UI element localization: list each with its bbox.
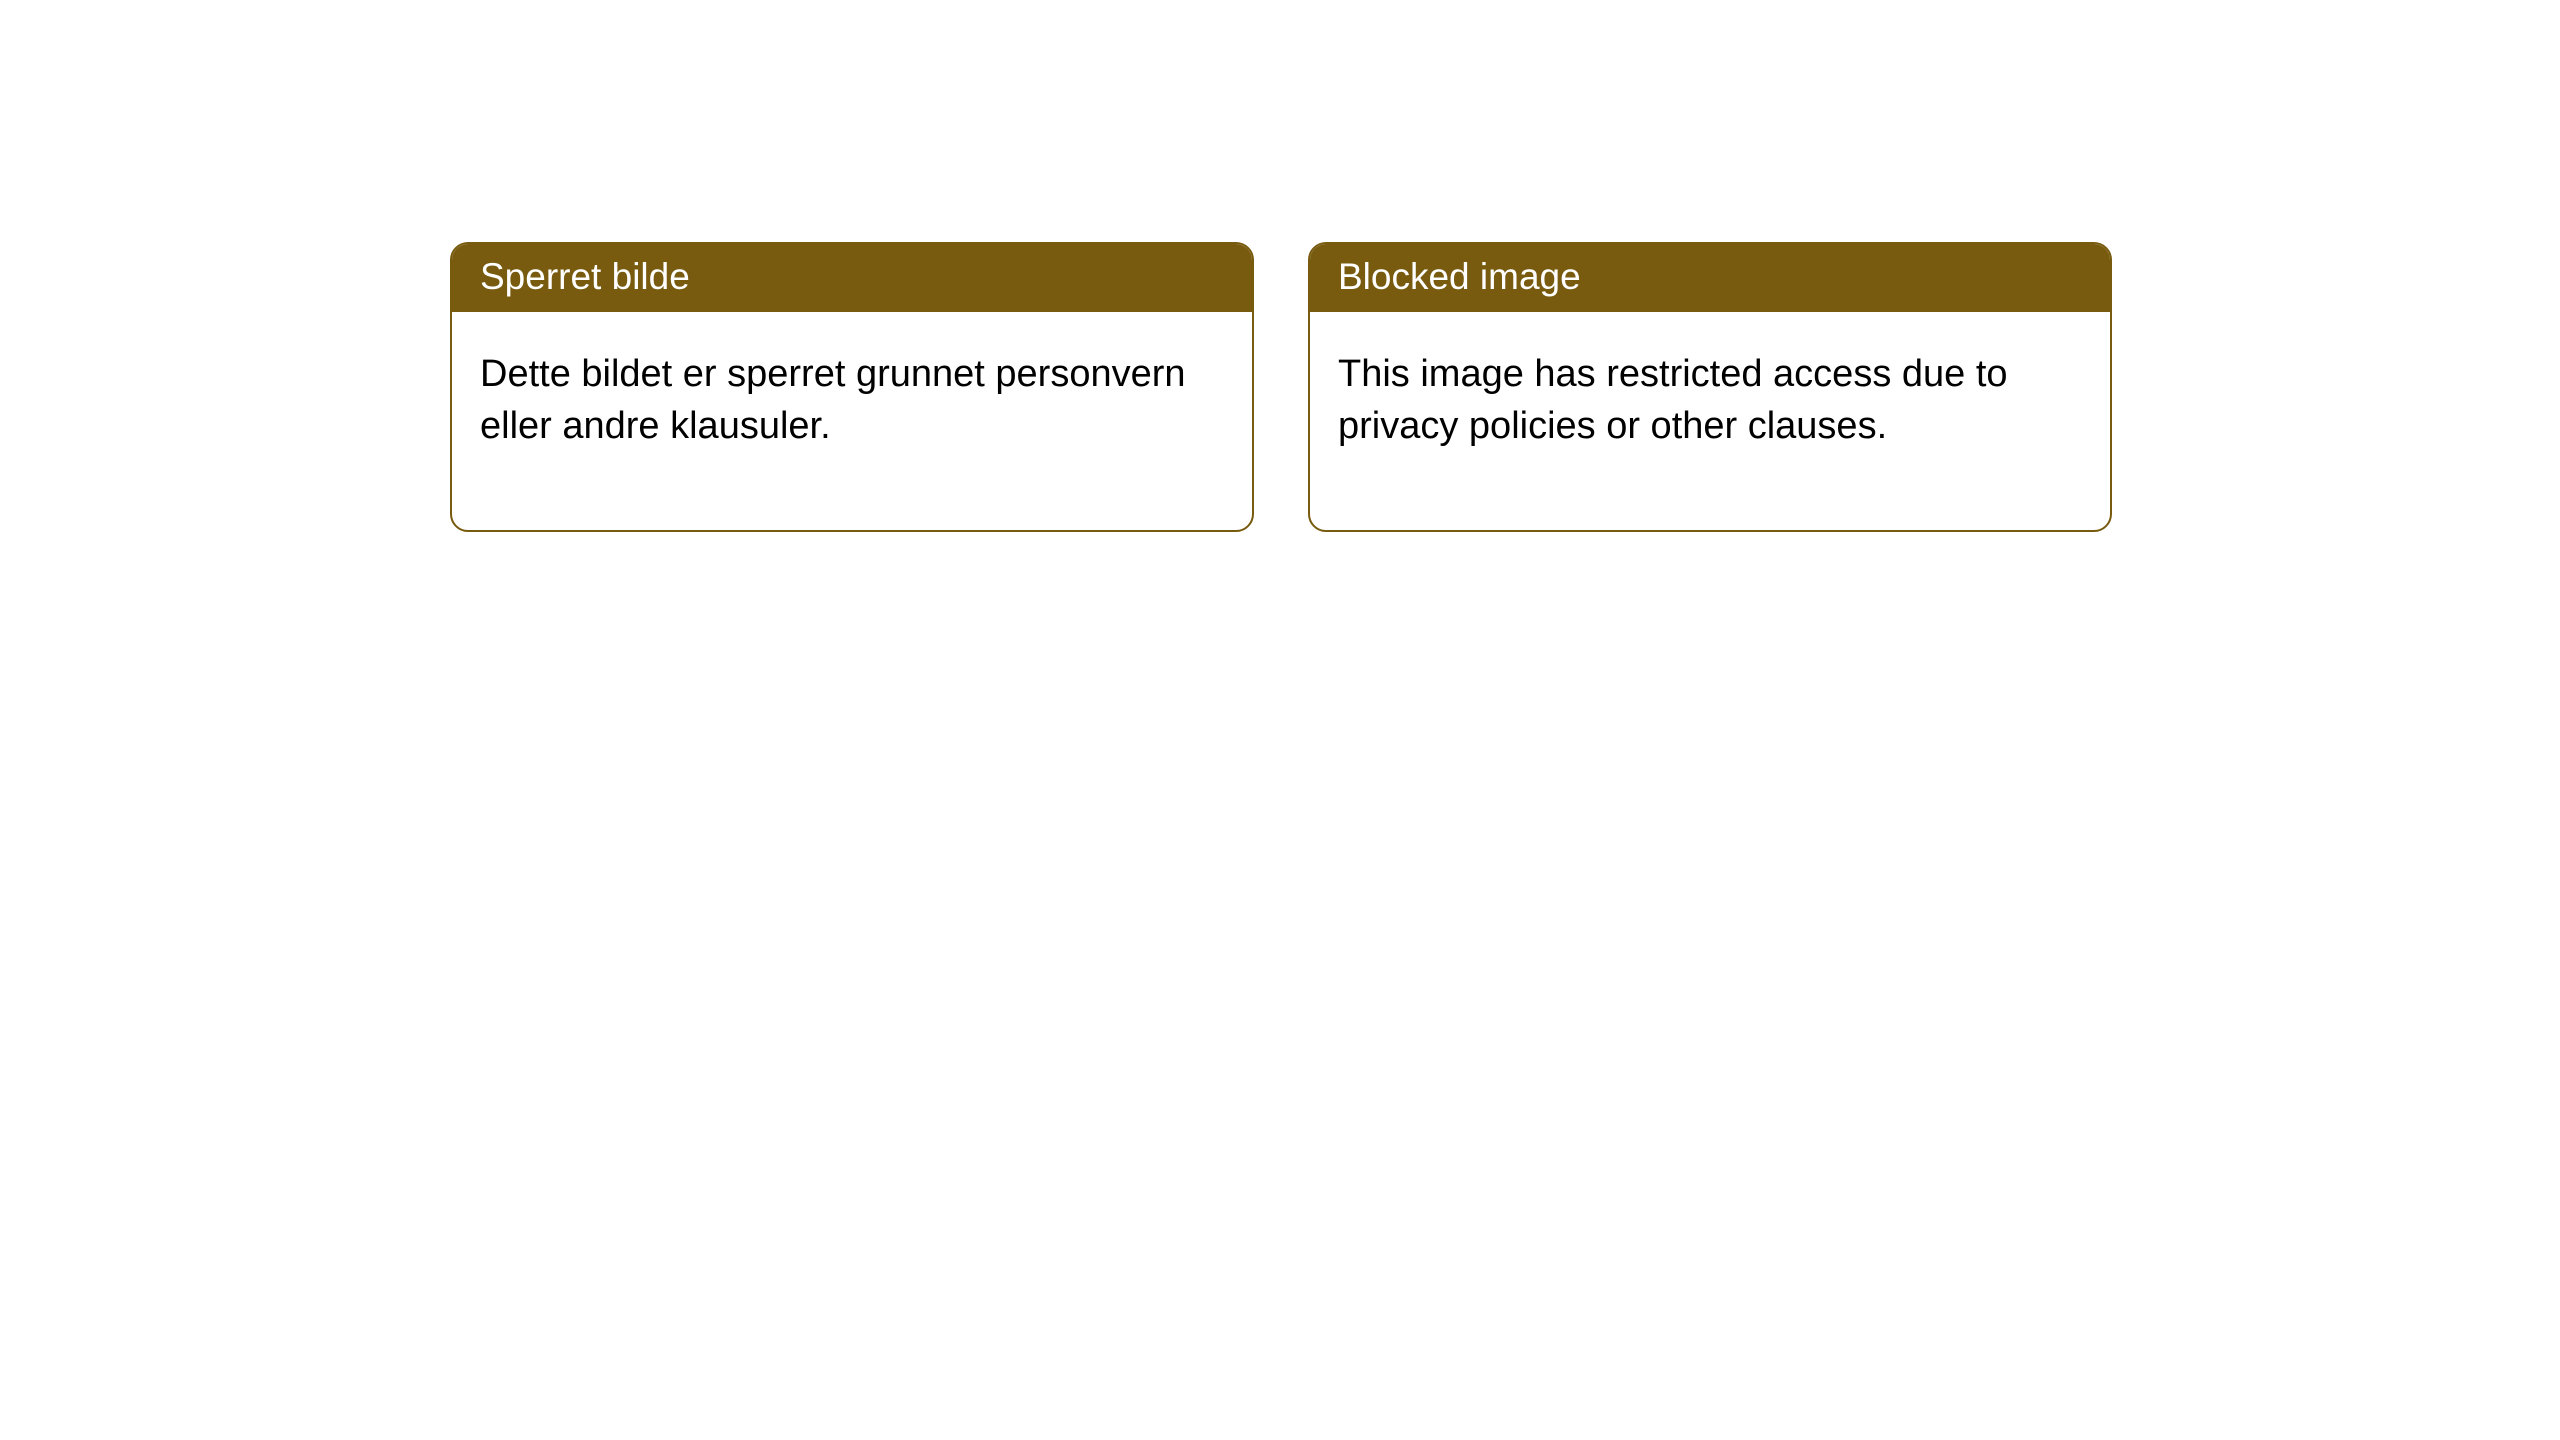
card-title: Blocked image xyxy=(1338,256,1581,297)
blocked-image-notices: Sperret bilde Dette bildet er sperret gr… xyxy=(450,242,2112,532)
card-title: Sperret bilde xyxy=(480,256,690,297)
card-body: This image has restricted access due to … xyxy=(1310,312,2110,530)
card-header: Sperret bilde xyxy=(452,244,1252,312)
card-body: Dette bildet er sperret grunnet personve… xyxy=(452,312,1252,530)
blocked-image-card-en: Blocked image This image has restricted … xyxy=(1308,242,2112,532)
card-body-text: Dette bildet er sperret grunnet personve… xyxy=(480,353,1186,447)
card-body-text: This image has restricted access due to … xyxy=(1338,353,2008,447)
blocked-image-card-no: Sperret bilde Dette bildet er sperret gr… xyxy=(450,242,1254,532)
card-header: Blocked image xyxy=(1310,244,2110,312)
